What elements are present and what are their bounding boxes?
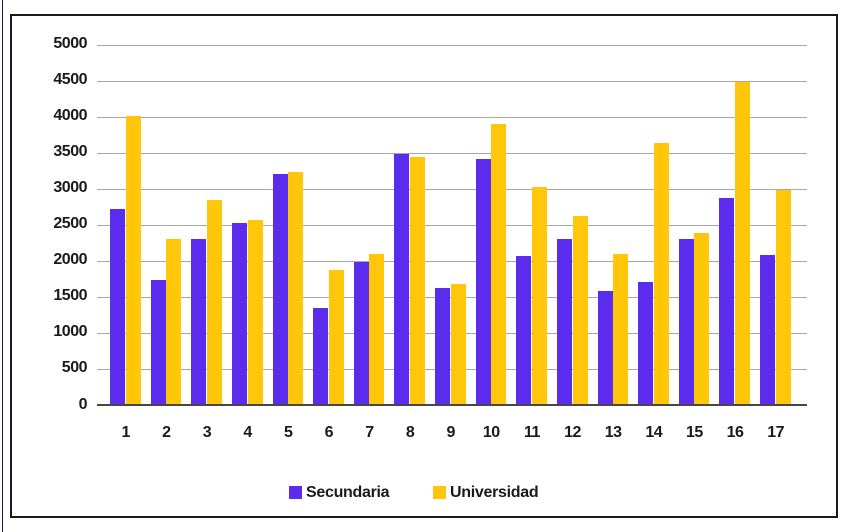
bar-secundaria-6 bbox=[313, 307, 329, 405]
bar-secundaria-13 bbox=[597, 291, 613, 405]
bar-secundaria-9 bbox=[435, 287, 450, 405]
gridline-2500 bbox=[97, 224, 807, 226]
chart-frame: Secundaria Universidad 0 500 1000 1500 2000 2… bbox=[10, 14, 838, 518]
legend-swatch-universidad bbox=[433, 486, 446, 499]
bar-universidad-4 bbox=[247, 219, 263, 405]
bar-universidad-3 bbox=[206, 199, 222, 405]
bar-secundaria-5 bbox=[272, 174, 288, 405]
bar-universidad-6 bbox=[328, 270, 344, 405]
bar-secundaria-12 bbox=[556, 238, 572, 405]
y-tick-label-4500: 4500 bbox=[53, 71, 87, 89]
bar-universidad-2 bbox=[166, 238, 182, 405]
gridline-4500 bbox=[97, 80, 807, 82]
gridline-4000 bbox=[97, 116, 807, 118]
bar-universidad-5 bbox=[288, 172, 304, 405]
bar-universidad-17 bbox=[775, 190, 791, 405]
page-edge-line bbox=[2, 0, 3, 532]
y-tick-label-3000: 3000 bbox=[53, 179, 87, 197]
x-tick-label-12: 12 bbox=[564, 424, 581, 441]
y-tick-label-1000: 1000 bbox=[53, 323, 87, 341]
bar-secundaria-11 bbox=[516, 255, 532, 405]
bar-universidad-10 bbox=[491, 123, 507, 405]
bar-secundaria-15 bbox=[678, 238, 694, 405]
gridline-5000 bbox=[97, 44, 807, 46]
bar-secundaria-16 bbox=[719, 198, 735, 405]
x-axis-line bbox=[97, 404, 807, 406]
x-tick-label-6: 6 bbox=[324, 424, 334, 441]
x-tick-label-10: 10 bbox=[482, 424, 500, 441]
x-tick-label-7: 7 bbox=[365, 424, 374, 441]
x-tick-label-11: 11 bbox=[523, 424, 540, 441]
x-tick-label-9: 9 bbox=[446, 424, 455, 441]
x-tick-label-14: 14 bbox=[645, 424, 663, 441]
bar-secundaria-17 bbox=[760, 255, 775, 405]
bar-secundaria-1 bbox=[110, 208, 125, 405]
legend-swatch-secundaria bbox=[289, 486, 302, 499]
bar-universidad-15 bbox=[694, 233, 710, 405]
bar-secundaria-10 bbox=[475, 158, 491, 405]
x-tick-label-3: 3 bbox=[202, 424, 212, 441]
bar-secundaria-3 bbox=[191, 238, 207, 405]
y-tick-label-2000: 2000 bbox=[53, 251, 87, 269]
x-tick-label-16: 16 bbox=[726, 424, 744, 441]
x-tick-label-17: 17 bbox=[767, 424, 785, 441]
x-tick-label-15: 15 bbox=[686, 424, 703, 441]
bar-universidad-13 bbox=[613, 253, 629, 405]
bar-universidad-11 bbox=[531, 186, 547, 405]
gridline-3000 bbox=[97, 188, 807, 190]
legend-label-universidad: Universidad bbox=[450, 484, 539, 501]
x-tick-label-1: 1 bbox=[121, 424, 130, 441]
y-tick-label-4000: 4000 bbox=[53, 107, 87, 125]
bar-universidad-14 bbox=[653, 143, 669, 405]
y-tick-label-3500: 3500 bbox=[53, 143, 87, 161]
bar-universidad-9 bbox=[450, 283, 466, 405]
bar-universidad-16 bbox=[735, 82, 751, 405]
y-tick-label-5000: 5000 bbox=[53, 35, 87, 53]
legend-label-secundaria: Secundaria bbox=[306, 484, 390, 501]
bar-universidad-12 bbox=[572, 216, 588, 405]
bar-secundaria-8 bbox=[394, 153, 410, 405]
bar-universidad-1 bbox=[125, 116, 141, 405]
bar-secundaria-7 bbox=[353, 261, 369, 405]
bar-secundaria-4 bbox=[231, 223, 247, 405]
y-tick-label-1500: 1500 bbox=[53, 287, 87, 305]
y-tick-label-2500: 2500 bbox=[53, 215, 87, 233]
gridline-2000 bbox=[97, 260, 807, 262]
bar-universidad-7 bbox=[369, 253, 385, 405]
bar-universidad-8 bbox=[410, 157, 426, 405]
y-tick-label-500: 500 bbox=[61, 359, 88, 377]
x-tick-label-4: 4 bbox=[243, 424, 252, 441]
bar-secundaria-14 bbox=[638, 282, 654, 405]
y-tick-label-0: 0 bbox=[78, 395, 88, 413]
bar-secundaria-2 bbox=[150, 279, 166, 405]
x-tick-label-8: 8 bbox=[405, 424, 415, 441]
x-tick-label-2: 2 bbox=[162, 424, 171, 441]
x-tick-label-5: 5 bbox=[283, 424, 293, 441]
x-tick-label-13: 13 bbox=[604, 424, 622, 441]
gridline-3500 bbox=[97, 152, 807, 154]
